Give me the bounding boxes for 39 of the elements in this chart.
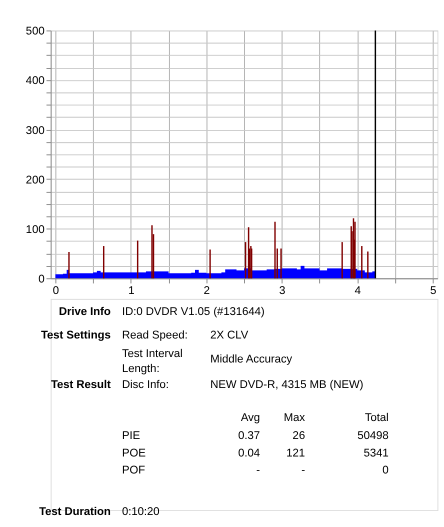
text: 2X CLV (210, 329, 249, 342)
text: - (256, 464, 260, 477)
y-tick-label: 0 (38, 273, 45, 286)
text: Middle Accuracy (210, 354, 293, 366)
text: POE (122, 448, 146, 460)
text: Test Settings (40, 329, 111, 342)
text: 0:10:20 (122, 506, 160, 518)
text: Disc Info: (122, 379, 169, 392)
x-tick-label: 5 (430, 284, 436, 297)
y-tick-label: 100 (26, 224, 45, 236)
y-tick-label: 200 (26, 174, 45, 186)
text: 50498 (357, 430, 389, 442)
x-tick-label: 4 (354, 284, 361, 297)
x-tick-label: 3 (279, 284, 286, 297)
text: Test Result (50, 379, 112, 392)
text: 26 (292, 430, 306, 442)
y-tick-label: 300 (26, 124, 45, 137)
text: NEW DVD-R, 4315 MB (NEW) (210, 379, 364, 392)
text: 121 (286, 448, 306, 460)
x-tick-label: 1 (128, 284, 134, 297)
text: Test Duration (39, 506, 111, 518)
text: Max (284, 412, 306, 424)
text: Total (364, 412, 389, 424)
text: 0.37 (238, 430, 260, 442)
text: Drive Info (58, 306, 111, 318)
x-tick-label: 2 (204, 284, 210, 297)
text: POF (122, 464, 146, 477)
y-tick-label: 500 (26, 26, 45, 38)
text: 5341 (364, 448, 389, 460)
text: - (301, 464, 306, 477)
y-tick-label: 400 (26, 75, 45, 88)
text: ID:0 DVDR V1.05 (#131644) (122, 306, 265, 318)
text: Test Interval Length: (122, 348, 183, 376)
text: PIE (122, 430, 141, 442)
x-tick-label: 0 (52, 284, 59, 297)
text: Read Speed: (122, 329, 188, 342)
text: 0 (382, 464, 389, 477)
text: 0.04 (238, 448, 260, 460)
text: Avg (240, 412, 260, 424)
